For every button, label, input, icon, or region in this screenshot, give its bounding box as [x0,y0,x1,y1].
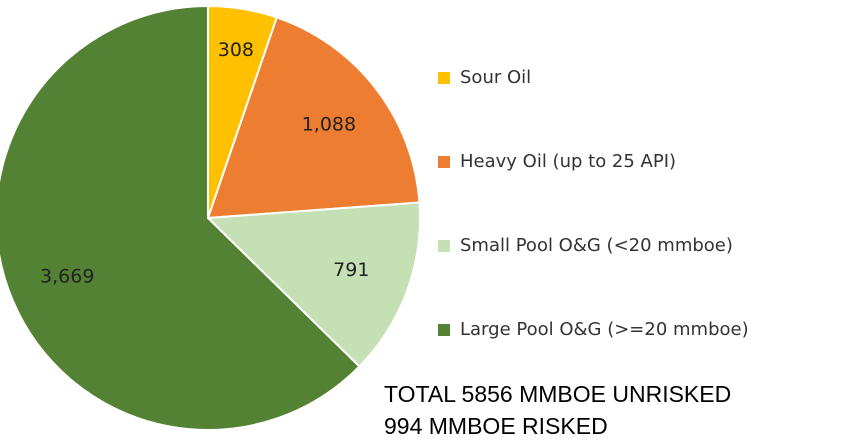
data-label: 791 [333,259,369,281]
legend-swatch [438,156,450,168]
legend-swatch [438,72,450,84]
legend-label: Large Pool O&G (>=20 mmboe) [460,319,749,340]
legend-label: Small Pool O&G (<20 mmboe) [460,235,733,256]
legend-label: Heavy Oil (up to 25 API) [460,151,676,172]
pie-slice [205,201,421,368]
annotation: 994 MMBOE RISKED [384,413,608,439]
annotation: TOTAL 5856 MMBOE UNRISKED [384,381,731,407]
pie-slice [0,4,361,431]
data-label: 3,669 [40,266,94,288]
pie-slice [206,16,421,220]
data-label: 308 [218,39,254,61]
legend-label: Sour Oil [460,67,531,88]
legend-swatch [438,324,450,336]
legend-swatch [438,240,450,252]
data-label: 1,088 [302,113,356,135]
